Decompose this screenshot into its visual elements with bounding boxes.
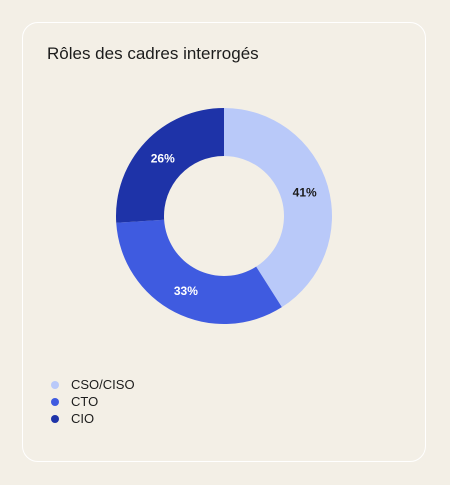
donut-slice-cto	[116, 219, 282, 324]
donut-slice-cso-ciso	[224, 108, 333, 308]
chart-title: Rôles des cadres interrogés	[47, 44, 259, 63]
data-label-cto: 33%	[174, 284, 198, 298]
legend-label-cio: CIO	[71, 411, 95, 426]
legend-label-cto: CTO	[71, 394, 99, 409]
legend-swatch-cio	[51, 414, 59, 423]
data-label-cio: 26%	[151, 151, 175, 165]
legend-swatch-cto	[51, 397, 59, 406]
legend-label-cso-ciso: CSO/CISO	[71, 377, 135, 392]
chart-legend: CSO/CISO CTO CIO	[51, 376, 135, 427]
legend-item-cso-ciso: CSO/CISO	[51, 376, 135, 393]
data-label-cso-ciso: 41%	[293, 186, 317, 200]
legend-item-cio: CIO	[51, 410, 135, 427]
legend-swatch-cso-ciso	[51, 380, 59, 389]
chart-card	[22, 22, 426, 462]
donut-slice-cio	[116, 108, 224, 223]
legend-item-cto: CTO	[51, 393, 135, 410]
